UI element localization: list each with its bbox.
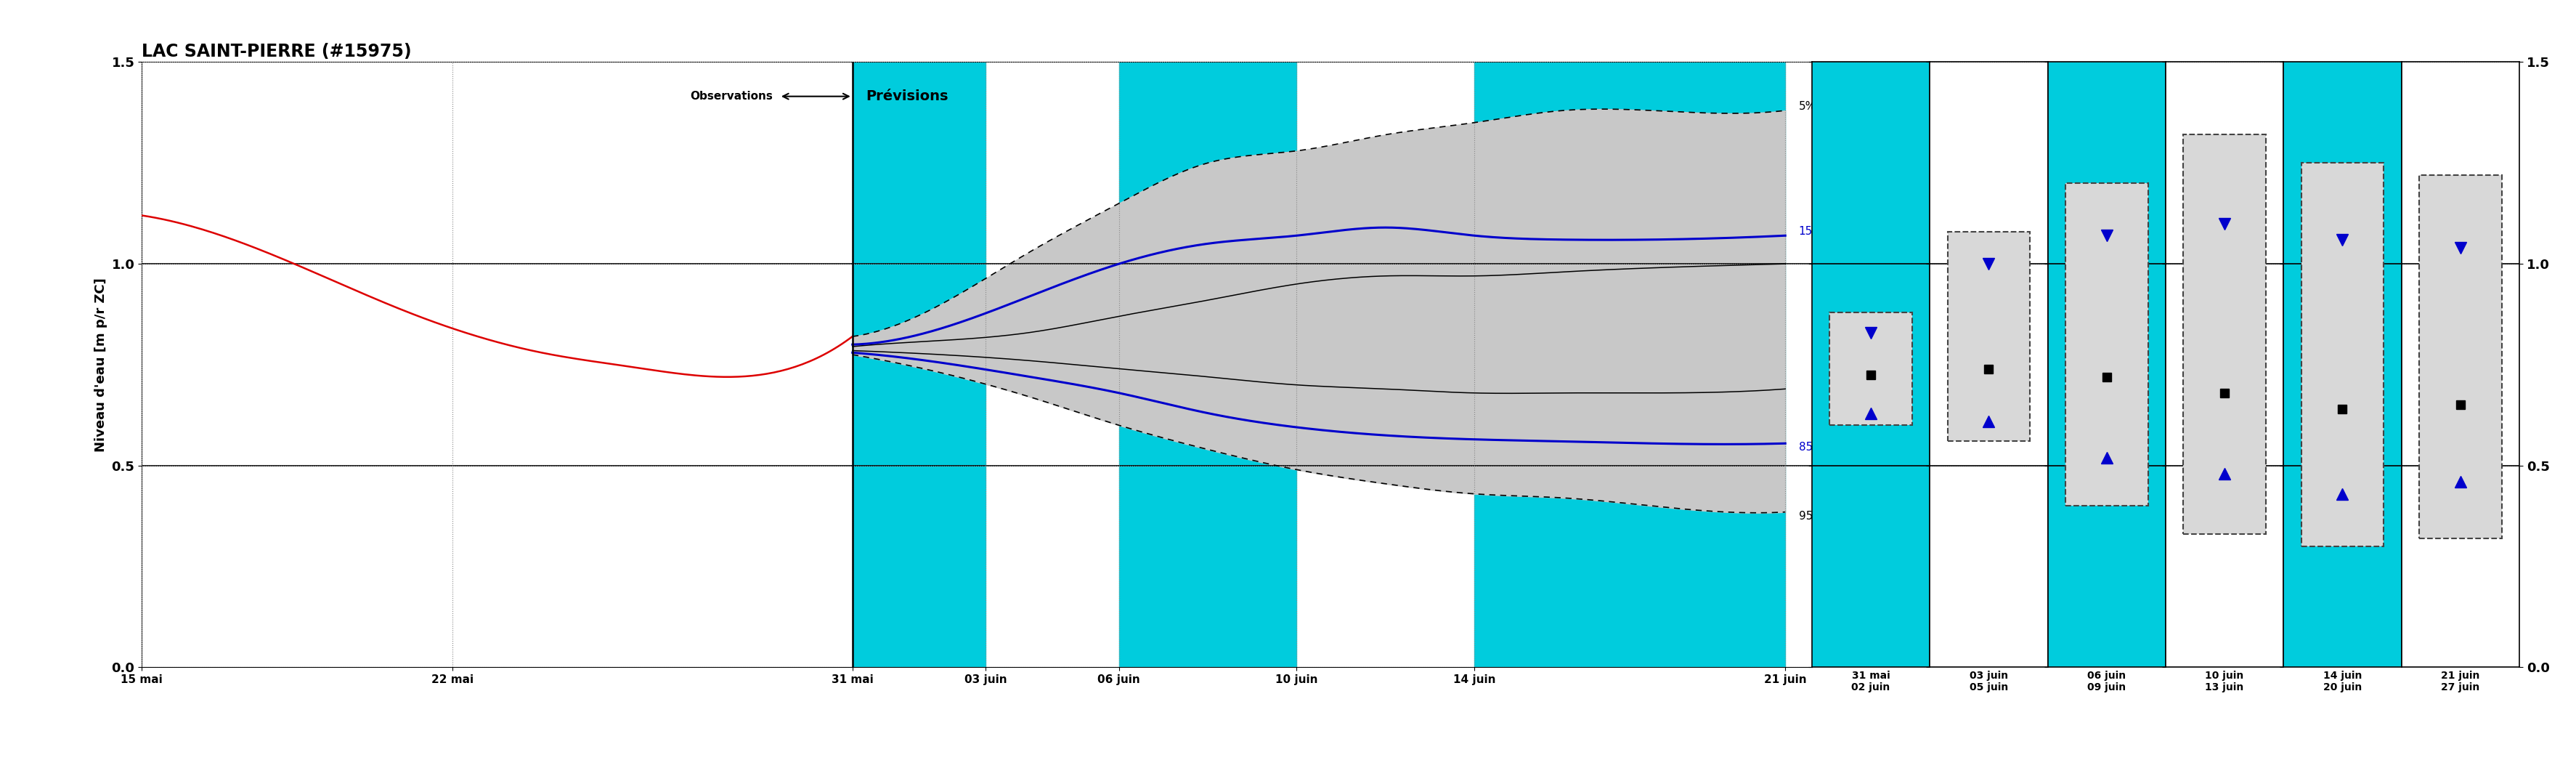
X-axis label: 10 juin
13 juin: 10 juin 13 juin (2205, 670, 2244, 692)
Bar (1118, 62, 1296, 667)
Text: Prévisions: Prévisions (866, 89, 948, 103)
Bar (853, 62, 987, 667)
X-axis label: 31 mai
02 juin: 31 mai 02 juin (1852, 670, 1891, 692)
Bar (1829, 312, 1911, 425)
Bar (2066, 183, 2148, 506)
Text: 95%: 95% (1798, 511, 1824, 521)
Bar (1473, 62, 1785, 667)
Bar (2419, 175, 2501, 539)
Text: LAC SAINT-PIERRE (#15975): LAC SAINT-PIERRE (#15975) (142, 43, 412, 61)
X-axis label: 21 juin
27 juin: 21 juin 27 juin (2442, 670, 2481, 692)
Bar (1947, 231, 2030, 442)
Text: 85%: 85% (1798, 442, 1824, 453)
Text: 5%: 5% (1798, 101, 1816, 112)
X-axis label: 03 juin
05 juin: 03 juin 05 juin (1971, 670, 2009, 692)
Bar (2300, 163, 2383, 546)
Bar (2184, 135, 2267, 534)
X-axis label: 14 juin
20 juin: 14 juin 20 juin (2324, 670, 2362, 692)
X-axis label: 06 juin
09 juin: 06 juin 09 juin (2087, 670, 2125, 692)
Text: 15%: 15% (1798, 226, 1824, 237)
Text: Observations: Observations (690, 91, 773, 102)
Y-axis label: Niveau d'eau [m p/r ZC]: Niveau d'eau [m p/r ZC] (95, 278, 108, 452)
